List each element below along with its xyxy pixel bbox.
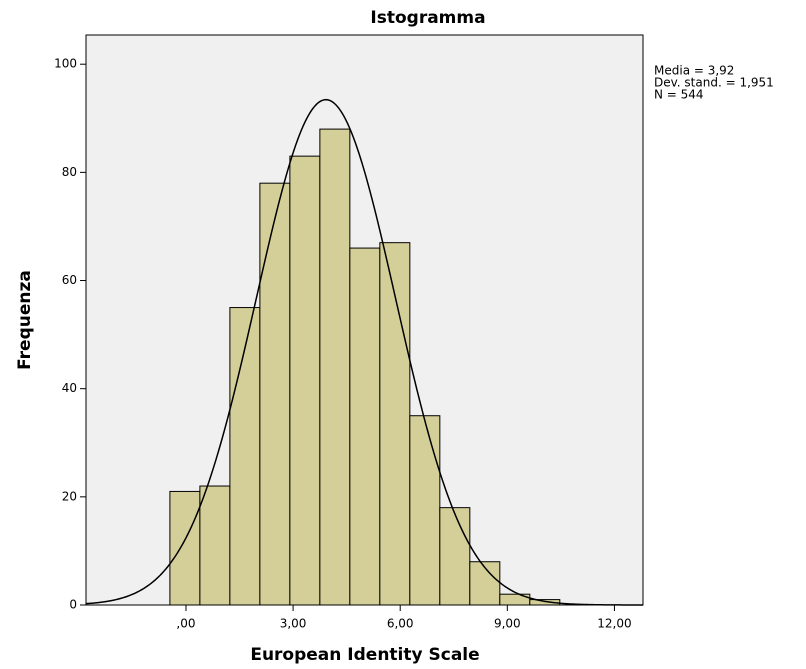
x-tick-label: 3,00 xyxy=(280,617,307,631)
bar xyxy=(259,182,291,606)
y-tick-label: 80 xyxy=(62,165,77,179)
x-tick-label: 6,00 xyxy=(387,617,414,631)
x-axis-label: European Identity Scale xyxy=(250,645,479,665)
y-tick-label: 60 xyxy=(62,273,77,287)
normal-curve xyxy=(85,98,643,606)
bar xyxy=(409,415,441,606)
bar xyxy=(349,247,381,606)
bar xyxy=(439,507,471,606)
plot-border xyxy=(85,34,644,606)
x-tick-label: 9,00 xyxy=(494,617,521,631)
y-tick-label: 100 xyxy=(54,57,77,71)
bar xyxy=(169,490,201,606)
bar xyxy=(199,485,231,606)
chart-title: Istogramma xyxy=(370,8,485,28)
y-tick-label: 40 xyxy=(62,381,77,395)
annotation: Dev. stand. = 1,951 xyxy=(654,76,774,90)
annotation: N = 544 xyxy=(654,88,704,102)
x-tick-label: ,00 xyxy=(176,617,195,631)
bar xyxy=(319,128,351,606)
y-axis-label: Frequenza xyxy=(15,270,35,370)
annotation: Media = 3,92 xyxy=(654,64,734,78)
y-tick-label: 20 xyxy=(62,489,77,503)
bar xyxy=(289,155,321,606)
x-tick-label: 12,00 xyxy=(597,617,631,631)
bar xyxy=(229,307,261,606)
y-tick-label: 0 xyxy=(69,598,77,612)
